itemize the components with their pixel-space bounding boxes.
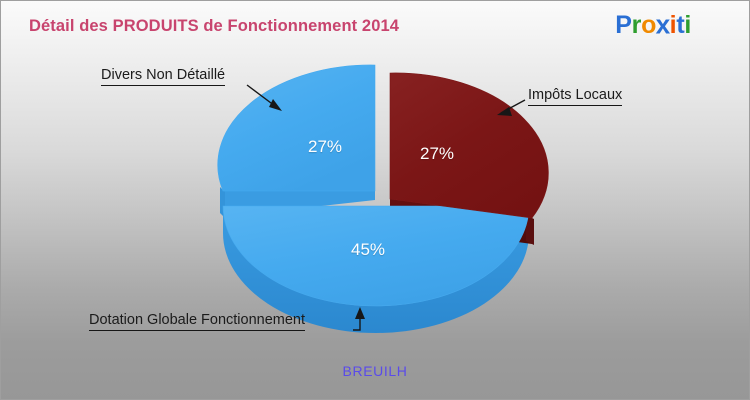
slice-top-divers[interactable] — [217, 64, 376, 192]
logo-letter-i1: i — [669, 11, 677, 39]
logo-letter-o: o — [641, 11, 657, 39]
callout-label-impots: Impôts Locaux — [528, 87, 623, 106]
logo-letter-t: t — [676, 11, 685, 39]
callout-leader-impots — [497, 99, 526, 116]
callout-leader-divers — [246, 84, 282, 111]
callout-label-divers: Divers Non Détaillé — [101, 67, 226, 86]
data-label-divers: 27% — [308, 137, 343, 156]
slice-top-dgf[interactable] — [222, 205, 530, 307]
logo-letter-i2: i — [684, 11, 691, 39]
callout-label-dgf: Dotation Globale Fonctionnement — [89, 312, 306, 331]
logo-letter-r: r — [631, 11, 642, 39]
data-label-impots: 27% — [420, 144, 455, 163]
slice-top-impots[interactable] — [389, 72, 549, 219]
logo-letter-x: x — [655, 10, 671, 40]
logo-letter-p: P — [615, 11, 632, 39]
commune-name: BREUILH — [342, 363, 408, 379]
page-title: Détail des PRODUITS de Fonctionnement 20… — [29, 17, 400, 35]
data-label-dgf: 45% — [351, 240, 386, 259]
slice-body-dgf — [223, 206, 529, 333]
callout-leader-dgf — [353, 307, 365, 331]
proxiti-logo[interactable]: Proxiti — [615, 10, 691, 40]
